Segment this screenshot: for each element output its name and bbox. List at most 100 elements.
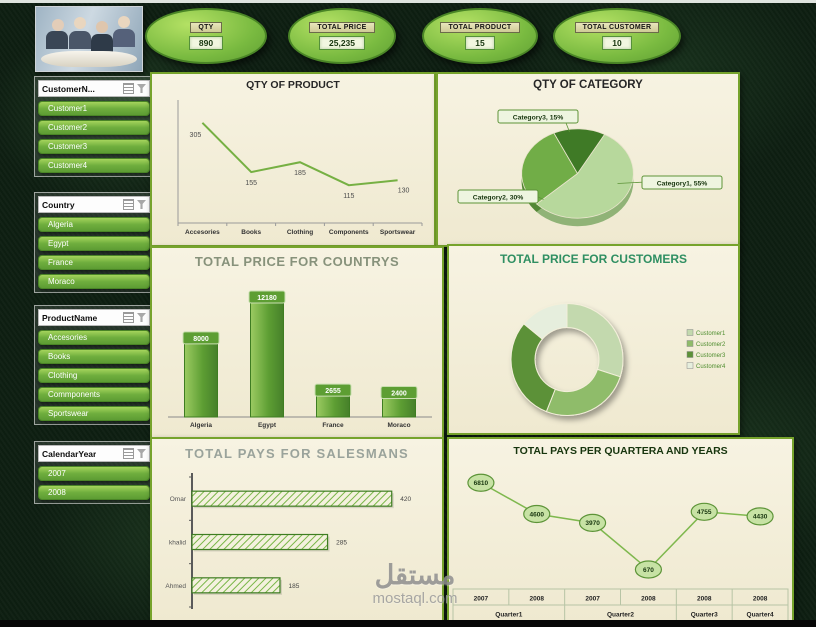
svg-text:2655: 2655 (325, 388, 341, 395)
kpi-total-customer-label: TOTAL CUSTOMER (574, 22, 660, 33)
svg-text:Customer3: Customer3 (696, 353, 726, 359)
slicer-productname-items: Accesories Books Clothing Commponents Sports… (38, 330, 150, 421)
slicer-customername-items: Customer1 Customer2 Customer3 Customer4 (38, 101, 150, 173)
slicer-item-2007[interactable]: 2007 (38, 466, 150, 481)
svg-text:2400: 2400 (391, 391, 407, 398)
chart-title: QTY OF PRODUCT (246, 79, 340, 91)
svg-text:Category1, 55%: Category1, 55% (657, 181, 708, 188)
svg-text:2008: 2008 (530, 596, 545, 603)
slicer-country-header: Country (38, 196, 150, 213)
svg-text:4430: 4430 (753, 514, 768, 521)
chart-title: TOTAL PAYS PER QUARTERA AND YEARS (513, 445, 728, 457)
svg-text:4600: 4600 (530, 511, 545, 518)
slicer-item-commponents[interactable]: Commponents (38, 387, 150, 402)
svg-text:130: 130 (398, 187, 410, 194)
svg-text:185: 185 (294, 170, 306, 177)
slicer-item-customer1[interactable]: Customer1 (38, 101, 150, 116)
kpi-total-customer: TOTAL CUSTOMER 10 (553, 8, 681, 64)
svg-text:Books: Books (241, 229, 261, 236)
svg-text:khalid: khalid (169, 540, 186, 547)
svg-text:155: 155 (245, 180, 257, 187)
kpi-total-product: TOTAL PRODUCT 15 (422, 8, 538, 64)
team-photo (35, 6, 143, 72)
chart-canvas-total-price-customers: Customer1 Customer2 Customer3 Customer4 (449, 270, 738, 433)
multiselect-icon[interactable] (123, 83, 134, 94)
svg-text:305: 305 (190, 132, 202, 139)
slicer-calendaryear: CalendarYear 2007 2008 (34, 441, 154, 504)
svg-text:France: France (322, 422, 344, 429)
kpi-total-price: TOTAL PRICE 25,235 (288, 8, 396, 64)
svg-text:8000: 8000 (193, 336, 209, 343)
svg-text:Quarter4: Quarter4 (747, 612, 774, 619)
svg-text:Quarter3: Quarter3 (691, 612, 718, 619)
chart-canvas-qty-of-category: Category1, 55% Category2, 30% Category3, 1… (438, 94, 738, 245)
slicer-item-egypt[interactable]: Egypt (38, 236, 150, 251)
slicer-item-moraco[interactable]: Moraco (38, 274, 150, 289)
kpi-qty-value: 890 (188, 36, 224, 50)
kpi-total-product-label: TOTAL PRODUCT (440, 22, 520, 33)
chart-total-price-for-countrys: TOTAL PRICE FOR COUNTRYS 8000 Algeria 1218… (150, 246, 444, 439)
svg-text:2007: 2007 (585, 596, 600, 603)
photo-people-bodies (46, 31, 68, 49)
kpi-qty: QTY 890 (145, 8, 267, 64)
multiselect-icon[interactable] (123, 448, 134, 459)
svg-text:Egypt: Egypt (258, 422, 277, 429)
slicer-icons (120, 83, 146, 94)
slicer-calendaryear-header: CalendarYear (38, 445, 150, 462)
slicer-item-customer2[interactable]: Customer2 (38, 120, 150, 135)
slicer-customername: CustomerN... Customer1 Customer2 Customer3… (34, 76, 154, 177)
multiselect-icon[interactable] (123, 199, 134, 210)
svg-text:Ahmed: Ahmed (165, 583, 186, 590)
svg-text:3970: 3970 (585, 520, 600, 527)
svg-text:670: 670 (643, 567, 654, 574)
multiselect-icon[interactable] (123, 312, 134, 323)
svg-text:Customer2: Customer2 (696, 342, 726, 348)
svg-text:Components: Components (329, 229, 369, 236)
chart-qty-of-product: QTY OF PRODUCT 305 155 185 115 130 Accesories… (150, 72, 436, 247)
slicer-title: CalendarYear (42, 448, 97, 459)
svg-text:285: 285 (336, 540, 347, 547)
clear-filter-icon[interactable] (137, 449, 146, 458)
chart-canvas-qty-of-product: 305 155 185 115 130 Accesories Books Clothing Co… (152, 94, 434, 245)
chart-total-price-for-customers: TOTAL PRICE FOR CUSTOMERS Customer1 Custo… (447, 244, 740, 435)
clear-filter-icon[interactable] (137, 200, 146, 209)
svg-text:Category2, 30%: Category2, 30% (473, 195, 524, 202)
slicer-productname-header: ProductName (38, 309, 150, 326)
chart-title: QTY OF CATEGORY (533, 79, 643, 91)
slicer-item-customer3[interactable]: Customer3 (38, 139, 150, 154)
slicer-item-accesories[interactable]: Accesories (38, 330, 150, 345)
slicer-icons (120, 448, 146, 459)
svg-text:Customer1: Customer1 (696, 331, 726, 337)
svg-text:Omar: Omar (170, 496, 187, 503)
svg-text:Clothing: Clothing (287, 229, 313, 236)
svg-text:Category3, 15%: Category3, 15% (513, 115, 564, 122)
svg-text:Moraco: Moraco (387, 422, 410, 429)
kpi-total-customer-value: 10 (602, 36, 632, 50)
slicer-item-algeria[interactable]: Algeria (38, 217, 150, 232)
slicer-item-customer4[interactable]: Customer4 (38, 158, 150, 173)
slicer-icons (120, 199, 146, 210)
svg-text:Accesories: Accesories (185, 229, 220, 236)
slicer-item-france[interactable]: France (38, 255, 150, 270)
slicer-item-books[interactable]: Books (38, 349, 150, 364)
slicer-item-2008[interactable]: 2008 (38, 485, 150, 500)
svg-text:185: 185 (289, 583, 300, 590)
clear-filter-icon[interactable] (137, 84, 146, 93)
svg-text:Quarter1: Quarter1 (495, 612, 522, 619)
slicer-item-clothing[interactable]: Clothing (38, 368, 150, 383)
slicer-country: Country Algeria Egypt France Moraco (34, 192, 154, 293)
bottom-bar (0, 620, 816, 627)
kpi-qty-label: QTY (190, 22, 222, 33)
photo-table (41, 51, 137, 67)
svg-text:2008: 2008 (641, 596, 656, 603)
slicer-item-sportswear[interactable]: Sportswear (38, 406, 150, 421)
slicer-title: Country (42, 199, 75, 210)
svg-text:Sportswear: Sportswear (380, 229, 416, 236)
photo-people (52, 19, 64, 31)
slicer-country-items: Algeria Egypt France Moraco (38, 217, 150, 289)
svg-text:115: 115 (343, 193, 354, 200)
clear-filter-icon[interactable] (137, 313, 146, 322)
kpi-total-product-value: 15 (465, 36, 495, 50)
svg-text:2008: 2008 (697, 596, 712, 603)
chart-title: TOTAL PAYS FOR SALESMANS (185, 446, 409, 461)
